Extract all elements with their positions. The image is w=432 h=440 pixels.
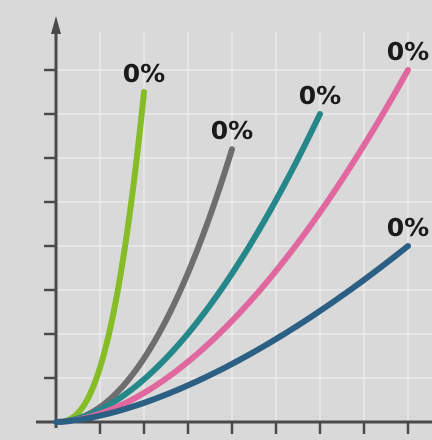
axes <box>36 16 432 428</box>
grid <box>56 32 432 422</box>
y-axis-arrow <box>51 16 61 34</box>
series-data-label: 0% <box>123 59 165 88</box>
data-labels: 0% 0% 0% 0% 0% <box>123 37 429 242</box>
series-data-label: 0% <box>299 81 341 110</box>
series-line <box>53 243 411 425</box>
ticks <box>44 68 410 434</box>
series-data-label: 0% <box>387 213 429 242</box>
series-data-label: 0% <box>211 116 253 145</box>
series-group <box>53 67 411 425</box>
series-data-label: 0% <box>387 37 429 66</box>
series-line <box>53 67 411 425</box>
series-line <box>53 111 323 425</box>
